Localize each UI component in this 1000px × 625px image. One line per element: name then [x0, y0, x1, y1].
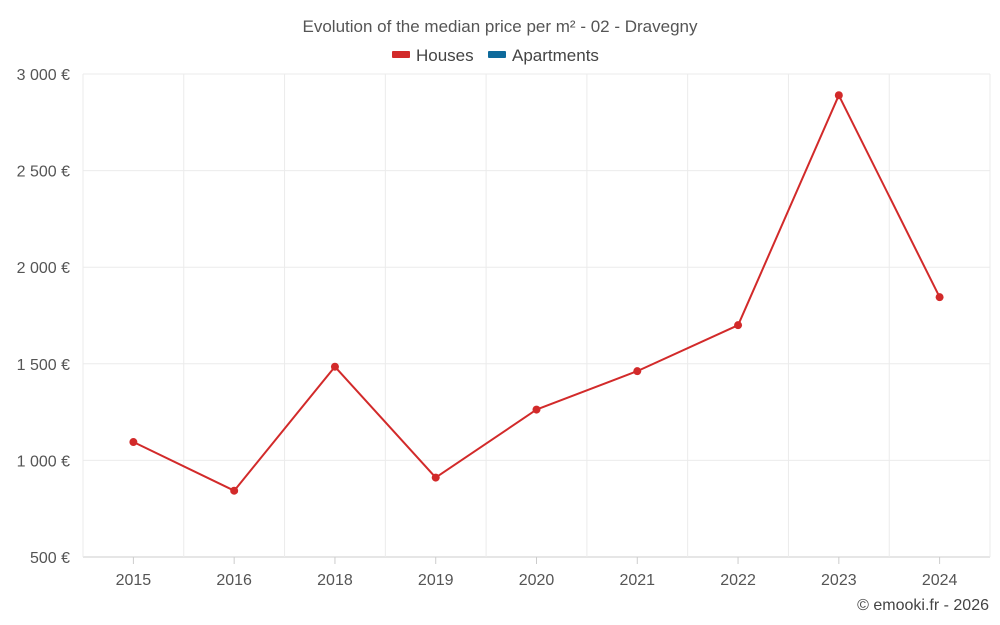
y-tick-label: 1 000 €	[17, 453, 70, 470]
y-tick-label: 1 500 €	[17, 357, 70, 374]
y-axis-ticks: 500 € 1 000 € 1 500 € 2 000 € 2 500 € 3 000 €	[17, 67, 70, 567]
legend-label-houses[interactable]: Houses	[416, 46, 474, 65]
legend-swatch-houses[interactable]	[392, 51, 410, 58]
series-line-houses	[132, 94, 941, 492]
x-tick-label: 2020	[519, 572, 555, 589]
legend-swatch-apartments[interactable]	[488, 51, 506, 58]
x-tick-label: 2015	[116, 572, 152, 589]
credit-text: © emooki.fr - 2026	[857, 597, 989, 614]
gridlines	[82, 73, 991, 558]
x-tick-label: 2021	[619, 572, 655, 589]
chart-title: Evolution of the median price per m² - 0…	[303, 17, 698, 36]
x-tick-label: 2018	[317, 572, 353, 589]
data-point-houses[interactable]	[230, 486, 239, 495]
data-point-houses[interactable]	[129, 438, 138, 447]
x-tick-label: 2016	[216, 572, 252, 589]
data-point-houses[interactable]	[431, 473, 440, 482]
data-point-houses[interactable]	[734, 321, 743, 330]
y-tick-label: 500 €	[30, 550, 70, 567]
y-tick-label: 2 000 €	[17, 260, 70, 277]
legend-label-apartments[interactable]: Apartments	[512, 46, 599, 65]
series-layer	[129, 91, 944, 495]
x-axis-ticks: 2015 2016 2018 2019 2020 2021 2022 2023 2024	[116, 557, 958, 589]
y-tick-label: 2 500 €	[17, 164, 70, 181]
data-point-houses[interactable]	[532, 405, 541, 414]
data-point-houses[interactable]	[633, 367, 642, 376]
x-tick-label: 2019	[418, 572, 454, 589]
y-tick-label: 3 000 €	[17, 67, 70, 84]
x-tick-label: 2024	[922, 572, 958, 589]
data-point-houses[interactable]	[834, 91, 843, 100]
legend: Houses Apartments	[392, 46, 599, 65]
x-tick-label: 2022	[720, 572, 756, 589]
x-tick-label: 2023	[821, 572, 857, 589]
data-point-houses[interactable]	[935, 293, 944, 302]
data-point-houses[interactable]	[330, 362, 339, 371]
